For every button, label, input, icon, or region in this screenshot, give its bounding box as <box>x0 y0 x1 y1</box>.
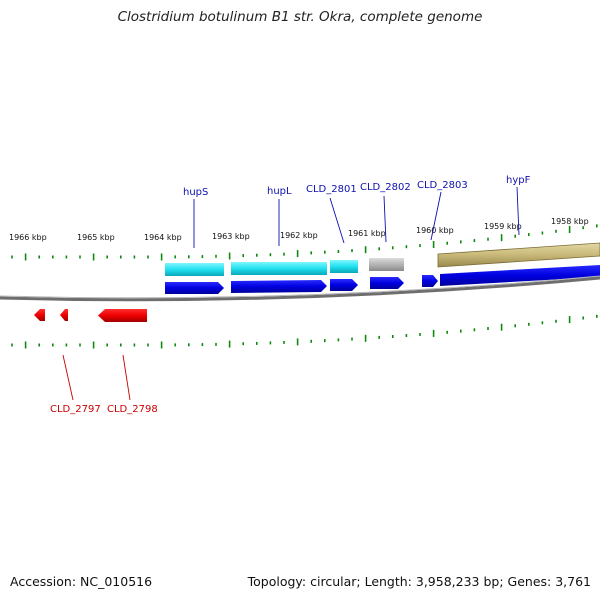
label-cld2803: CLD_2803 <box>417 180 468 191</box>
scale-label-1963: 1963 kbp <box>212 232 250 241</box>
cds-hypF[interactable] <box>437 242 600 268</box>
cds-hupL[interactable] <box>231 262 327 275</box>
reverse-gene-track <box>34 309 147 322</box>
map-title: Clostridium botulinum B1 str. Okra, comp… <box>117 9 483 25</box>
topology-text: Topology: circular; Length: 3,958,233 bp… <box>247 574 591 589</box>
scale-label-1960: 1960 kbp <box>416 226 454 235</box>
label-hypF: hypF <box>506 175 531 186</box>
label-leaders <box>62 186 520 401</box>
gene-hupL[interactable] <box>231 280 327 293</box>
gene-cld2798[interactable] <box>98 309 147 322</box>
label-cld2798: CLD_2798 <box>107 404 158 415</box>
cds-hupS[interactable] <box>165 263 224 276</box>
position-ticks-top <box>11 224 598 261</box>
label-hupL: hupL <box>267 186 292 197</box>
position-ticks-bottom <box>11 314 598 349</box>
scale-label-1958: 1958 kbp <box>551 217 589 226</box>
cds-cld2802[interactable] <box>369 258 404 271</box>
scale-label-1959: 1959 kbp <box>484 222 522 231</box>
gene-cld2803[interactable] <box>422 275 438 287</box>
label-hupS: hupS <box>183 187 208 198</box>
scale-label-1962: 1962 kbp <box>280 231 318 240</box>
label-cld2797: CLD_2797 <box>50 404 101 415</box>
gene-cld2797[interactable] <box>60 309 68 321</box>
label-cld2801: CLD_2801 <box>306 184 357 195</box>
gene-cld2801[interactable] <box>330 279 358 291</box>
scale-label-1965: 1965 kbp <box>77 233 115 242</box>
gene-labels: hupS hupL CLD_2801 CLD_2802 CLD_2803 hyp… <box>50 175 531 415</box>
gene-cld2796[interactable] <box>34 309 45 321</box>
gene-hypF[interactable] <box>440 265 600 286</box>
gene-cld2802[interactable] <box>370 277 404 289</box>
label-cld2802: CLD_2802 <box>360 182 411 193</box>
scale-label-1964: 1964 kbp <box>144 233 182 242</box>
scale-labels: 1966 kbp 1965 kbp 1964 kbp 1963 kbp 1962… <box>9 217 589 242</box>
forward-gene-track <box>165 265 600 294</box>
genome-backbone <box>0 276 600 302</box>
cds-track <box>165 242 600 276</box>
gene-hupS[interactable] <box>165 282 224 294</box>
cds-cld2801[interactable] <box>330 260 358 273</box>
scale-label-1966: 1966 kbp <box>9 233 47 242</box>
scale-label-1961: 1961 kbp <box>348 229 386 238</box>
accession-text: Accession: NC_010516 <box>10 574 153 589</box>
